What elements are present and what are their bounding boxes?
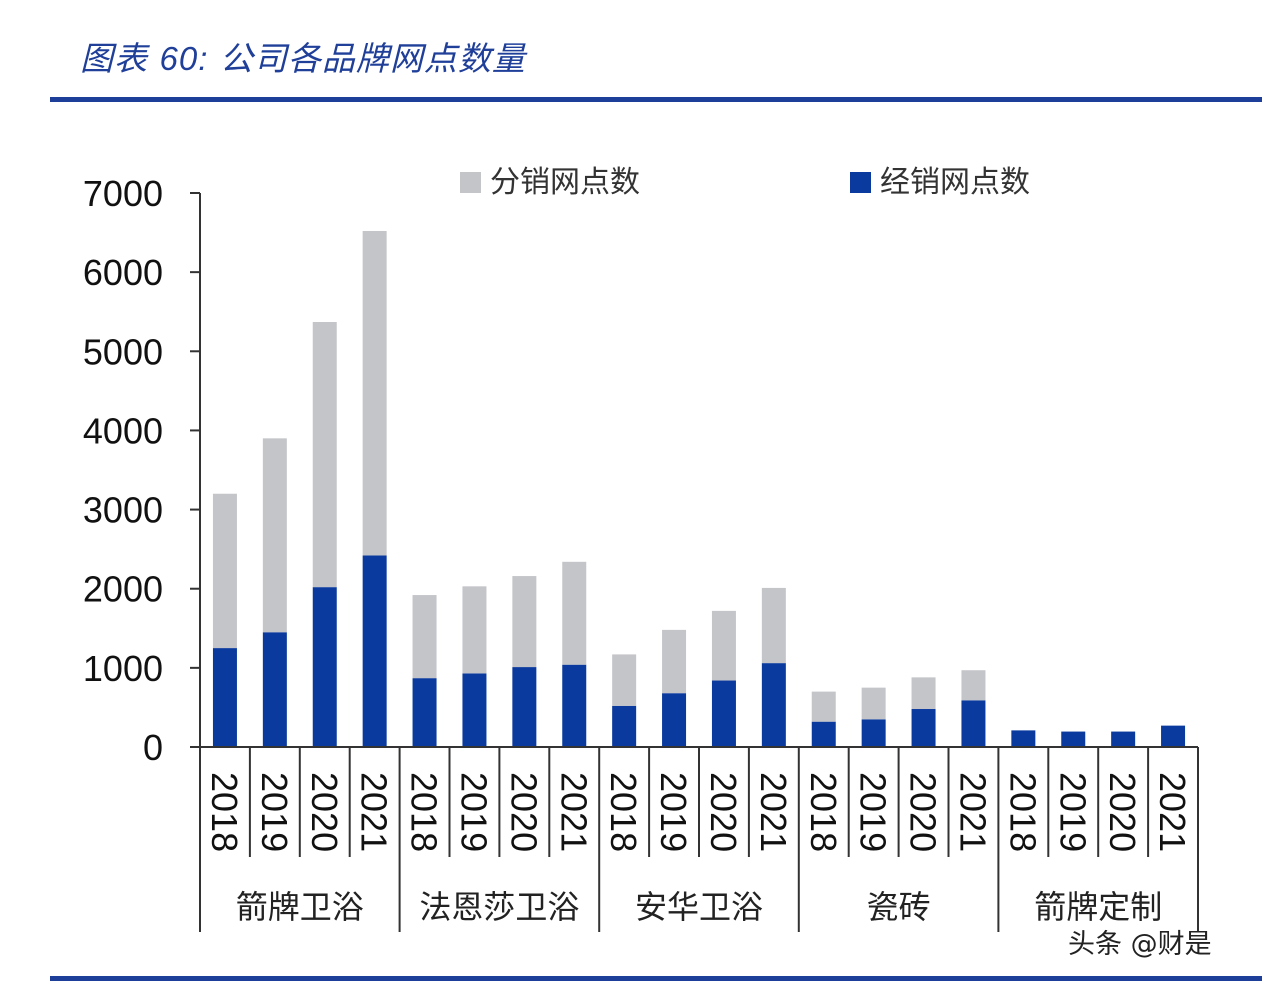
year-tick-label: 2021 — [753, 772, 794, 852]
bar-distribution — [911, 677, 936, 710]
y-tick-label: 2000 — [83, 569, 163, 610]
year-tick-label: 2019 — [1052, 772, 1093, 852]
bar-dealer — [312, 587, 337, 747]
bar-distribution — [262, 438, 287, 633]
y-tick-label: 1000 — [83, 648, 163, 689]
bar-dealer — [462, 673, 487, 747]
bar-dealer — [262, 632, 287, 747]
watermark: 头条 @财是 — [1068, 929, 1212, 960]
bar-distribution — [961, 670, 986, 701]
title-prefix: 图表 — [80, 39, 148, 78]
legend-swatch-distribution — [460, 172, 481, 193]
title-text: 公司各品牌网点数量 — [219, 39, 526, 78]
bar-distribution — [761, 587, 786, 664]
year-tick-label: 2019 — [453, 772, 494, 852]
year-tick-label: 2020 — [503, 772, 544, 852]
bar-dealer — [911, 709, 936, 747]
chart-title: 图表 60: 公司各品牌网点数量 — [80, 32, 526, 80]
year-tick-label: 2021 — [553, 772, 594, 852]
year-tick-label: 2021 — [354, 772, 395, 852]
bar-dealer — [662, 693, 687, 747]
year-tick-label: 2021 — [1152, 772, 1193, 852]
legend-label-distribution: 分销网点数 — [490, 165, 640, 200]
y-tick-label: 0 — [143, 727, 163, 768]
y-axis: 0 1000 2000 3000 4000 5000 6000 7000 — [83, 173, 201, 768]
group-label: 箭牌卫浴 — [236, 888, 364, 926]
bar-distribution — [412, 595, 437, 679]
y-tick-label: 4000 — [83, 410, 163, 451]
bar-distribution — [362, 230, 387, 556]
year-tick-label: 2018 — [404, 772, 445, 852]
bar-dealer — [612, 705, 637, 747]
bar-dealer — [212, 648, 237, 747]
year-tick-label: 2020 — [903, 772, 944, 852]
year-tick-label: 2019 — [853, 772, 894, 852]
group-label: 法恩莎卫浴 — [419, 888, 579, 926]
bar-dealer — [861, 719, 886, 747]
bar-distribution — [212, 493, 237, 649]
year-tick-label: 2021 — [952, 772, 993, 852]
year-tick-label: 2018 — [204, 772, 245, 852]
year-tick-label: 2018 — [803, 772, 844, 852]
group-label: 箭牌定制 — [1034, 888, 1162, 926]
bar-dealer — [1061, 731, 1086, 747]
bar-distribution — [662, 629, 687, 694]
bars — [212, 230, 1186, 747]
bar-dealer — [811, 721, 836, 747]
bar-distribution — [861, 687, 886, 720]
bar-distribution — [512, 576, 537, 668]
group-label: 瓷砖 — [867, 888, 931, 926]
header-rule — [50, 97, 1262, 102]
year-tick-label: 2019 — [653, 772, 694, 852]
y-tick-label: 7000 — [83, 173, 163, 214]
bar-distribution — [462, 586, 487, 674]
y-tick-label: 6000 — [83, 252, 163, 293]
year-tick-label: 2020 — [1102, 772, 1143, 852]
bar-dealer — [961, 700, 986, 747]
year-tick-label: 2020 — [703, 772, 744, 852]
bar-dealer — [512, 667, 537, 747]
year-tick-label: 2018 — [603, 772, 644, 852]
footer-rule — [50, 976, 1262, 981]
bar-distribution — [562, 561, 587, 665]
bar-dealer — [562, 664, 587, 747]
year-tick-label: 2019 — [254, 772, 295, 852]
bar-distribution — [811, 691, 836, 722]
legend-swatch-dealer — [850, 172, 871, 193]
year-tick-label: 2018 — [1002, 772, 1043, 852]
bar-distribution — [312, 322, 337, 588]
y-tick-label: 3000 — [83, 490, 163, 531]
bar-dealer — [362, 555, 387, 747]
bar-dealer — [711, 680, 736, 747]
legend: 分销网点数 经销网点数 — [460, 165, 1030, 200]
bar-distribution — [612, 654, 637, 706]
group-label: 安华卫浴 — [635, 888, 763, 926]
title-number: 60: — [159, 40, 209, 77]
legend-label-dealer: 经销网点数 — [880, 165, 1030, 200]
bar-dealer — [1111, 731, 1136, 747]
bar-dealer — [761, 663, 786, 747]
bar-dealer — [1011, 730, 1036, 747]
bar-dealer — [1161, 725, 1186, 747]
bar-distribution — [711, 610, 736, 681]
bar-dealer — [412, 678, 437, 747]
year-tick-label: 2020 — [304, 772, 345, 852]
y-tick-label: 5000 — [83, 331, 163, 372]
